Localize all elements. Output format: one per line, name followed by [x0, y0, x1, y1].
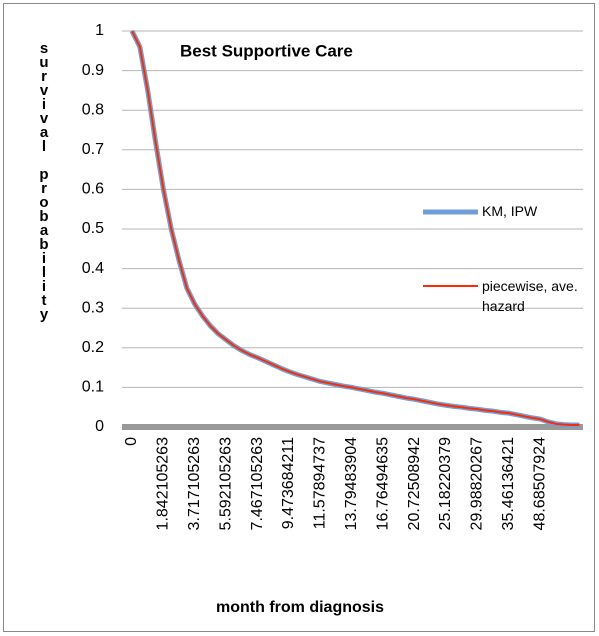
- y-tick-label: 0.6: [82, 181, 104, 198]
- line-series: [131, 30, 580, 427]
- x-tick-label: 29.98820267: [469, 437, 486, 531]
- x-tick-label: 16.76494635: [374, 437, 391, 531]
- y-tick-label: 0.8: [82, 101, 104, 118]
- y-tick-label: 0: [95, 418, 104, 435]
- x-tick-label: 1.842105263: [155, 437, 172, 531]
- legend-label: piecewise, ave. hazard: [482, 278, 578, 314]
- x-tick-label: 9.473684211: [280, 437, 297, 529]
- x-axis-title: month from diagnosis: [216, 599, 384, 616]
- y-tick-label: 0.5: [82, 220, 104, 237]
- x-axis-line: [122, 424, 583, 430]
- x-tick-label: 5.592105263: [217, 437, 234, 531]
- x-tick-label: 25.18220379: [437, 437, 454, 531]
- x-tick-label: 13.79483904: [343, 437, 360, 531]
- x-tick-label: 48.68507924: [531, 437, 548, 531]
- y-tick-label: 0.1: [82, 379, 104, 396]
- y-tick-label: 0.9: [82, 62, 104, 79]
- y-tick-label: 0.7: [82, 141, 104, 158]
- x-tick-label: 0: [123, 437, 140, 446]
- x-tick-label: 20.72508942: [406, 437, 423, 531]
- y-tick-label: 0.4: [82, 260, 104, 277]
- x-tick-label: 35.46136421: [500, 437, 517, 531]
- chart-title: Best Supportive Care: [180, 41, 353, 60]
- x-tick-label: 11.57894737: [312, 437, 329, 529]
- y-tick-label: 1: [95, 22, 104, 39]
- legend-label: KM, IPW: [482, 203, 538, 219]
- y-axis-title: survival probability: [36, 40, 53, 322]
- x-tick-label: 7.467105263: [249, 437, 266, 531]
- y-tick-label: 0.2: [82, 339, 104, 356]
- y-tick-label: 0.3: [82, 299, 104, 316]
- chart-frame: [3, 3, 595, 632]
- x-tick-label: 3.717105263: [186, 437, 203, 531]
